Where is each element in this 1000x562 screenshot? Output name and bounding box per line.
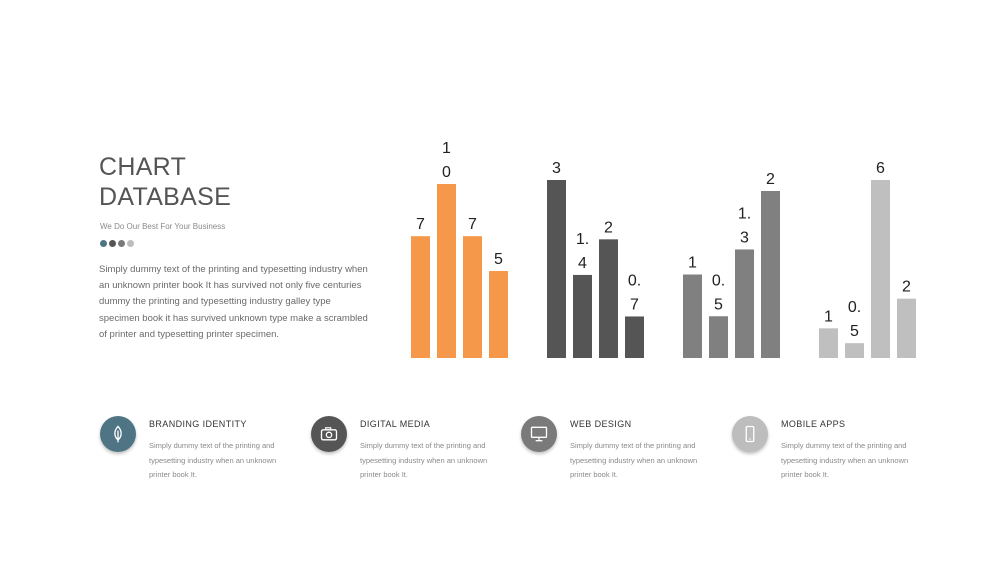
feature-description: Simply dummy text of the printing and ty…: [360, 441, 488, 480]
bar-2-4: [625, 316, 644, 358]
bar-label-4-4: 2: [902, 279, 911, 296]
smartphone-icon: [745, 425, 755, 443]
bar-label-3-4: 2: [766, 171, 775, 188]
bar-3-2: [709, 316, 728, 358]
dot-3: [118, 240, 125, 247]
feature-title: MOBILE APPS: [781, 419, 846, 429]
camera-icon: [320, 427, 338, 441]
feature-branding-identity: BRANDING IDENTITY Simply dummy text of t…: [100, 414, 310, 494]
feature-description: Simply dummy text of the printing and ty…: [149, 441, 277, 480]
bar-2-1: [547, 180, 566, 358]
feature-description: Simply dummy text of the printing and ty…: [781, 441, 909, 480]
feature-icon-circle: [732, 416, 768, 452]
chart-title: CHART DATABASE: [99, 152, 231, 212]
bar-label-2-2: 1. 4: [576, 231, 589, 272]
dot-2: [109, 240, 116, 247]
bar-label-4-3: 6: [876, 160, 885, 177]
bar-label-3-2: 0. 5: [712, 272, 725, 313]
feature-description: Simply dummy text of the printing and ty…: [570, 441, 698, 480]
subtitle: We Do Our Best For Your Business: [100, 222, 226, 231]
bar-1-4: [489, 271, 508, 358]
feature-title: WEB DESIGN: [570, 419, 632, 429]
feature-digital-media: DIGITAL MEDIA Simply dummy text of the p…: [311, 414, 521, 494]
monitor-icon: [530, 426, 548, 442]
bar-label-1-3: 7: [468, 216, 477, 233]
bar-4-2: [845, 343, 864, 358]
feature-title: BRANDING IDENTITY: [149, 419, 247, 429]
feature-icon-circle: [311, 416, 347, 452]
feature-title: DIGITAL MEDIA: [360, 419, 431, 429]
bar-4-4: [897, 298, 916, 358]
bar-label-3-1: 1: [688, 255, 697, 272]
bar-label-4-1: 1: [824, 308, 833, 325]
bar-label-3-3: 1. 3: [738, 205, 751, 246]
dot-1: [100, 240, 107, 247]
bar-1-2: [437, 184, 456, 358]
description-text: Simply dummy text of the printing and ty…: [99, 264, 368, 340]
bar-4-1: [819, 328, 838, 358]
leaf-icon: [114, 425, 122, 443]
feature-icon-circle: [521, 416, 557, 452]
feature-web-design: WEB DESIGN Simply dummy text of the prin…: [521, 414, 731, 494]
bar-2-2: [573, 274, 592, 358]
bar-2-3: [599, 239, 618, 358]
bar-label-1-1: 7: [416, 216, 425, 233]
bar-1-1: [411, 236, 430, 358]
bar-label-2-3: 2: [604, 219, 613, 236]
feature-mobile-apps: MOBILE APPS Simply dummy text of the pri…: [732, 414, 942, 494]
bar-3-3: [735, 249, 754, 358]
feature-icon-circle: [100, 416, 136, 452]
dot-4: [127, 240, 134, 247]
bar-4-3: [871, 180, 890, 358]
bar-1-3: [463, 236, 482, 358]
bar-3-4: [761, 191, 780, 358]
bar-label-2-1: 3: [552, 160, 561, 177]
bar-label-4-2: 0. 5: [848, 299, 861, 340]
bar-label-1-4: 5: [494, 251, 503, 268]
bar-3-1: [683, 274, 702, 358]
title-line-2: DATABASE: [99, 183, 232, 211]
bar-label-2-4: 0. 7: [628, 272, 641, 313]
title-line-1: CHART: [99, 153, 187, 181]
